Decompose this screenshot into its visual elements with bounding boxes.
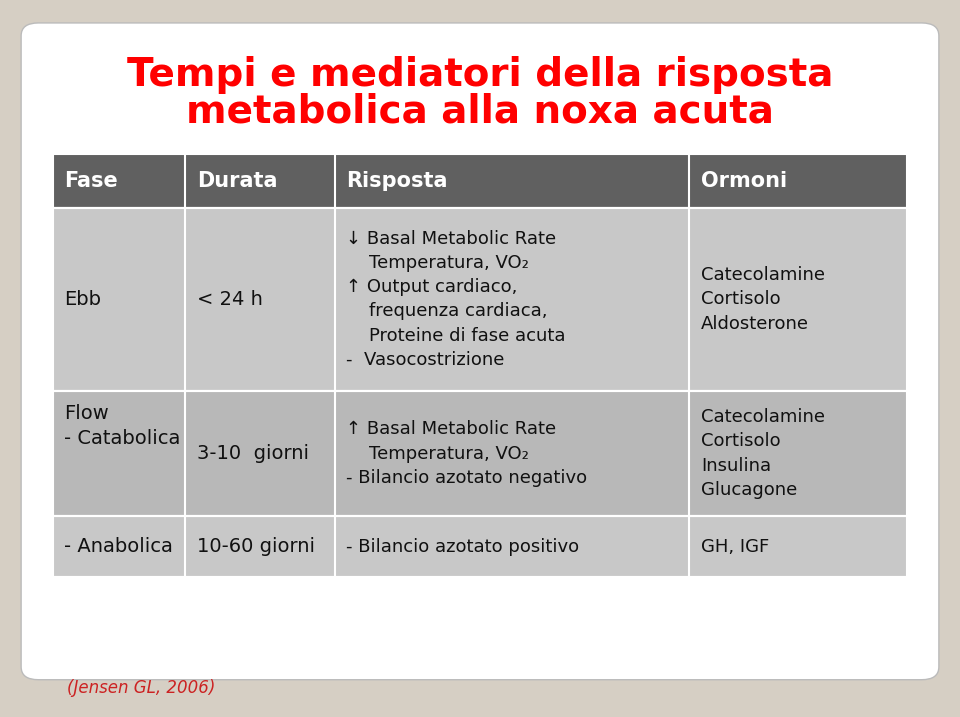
Text: ↑ Basal Metabolic Rate
    Temperatura, VO₂
- Bilancio azotato negativo: ↑ Basal Metabolic Rate Temperatura, VO₂ … bbox=[347, 420, 588, 487]
Text: (Jensen GL, 2006): (Jensen GL, 2006) bbox=[67, 679, 216, 698]
Text: - Anabolica: - Anabolica bbox=[64, 537, 173, 556]
Text: Risposta: Risposta bbox=[347, 171, 447, 191]
Text: Flow
- Catabolica: Flow - Catabolica bbox=[64, 404, 180, 448]
Text: 10-60 giorni: 10-60 giorni bbox=[197, 537, 315, 556]
Text: 3-10  giorni: 3-10 giorni bbox=[197, 444, 309, 463]
Bar bbox=[53, 391, 907, 516]
Bar bbox=[53, 208, 907, 391]
Text: Ebb: Ebb bbox=[64, 290, 102, 309]
Text: Fase: Fase bbox=[64, 171, 118, 191]
Text: - Bilancio azotato positivo: - Bilancio azotato positivo bbox=[347, 538, 580, 556]
Bar bbox=[53, 516, 907, 577]
Text: Catecolamine
Cortisolo
Aldosterone: Catecolamine Cortisolo Aldosterone bbox=[701, 266, 825, 333]
Text: GH, IGF: GH, IGF bbox=[701, 538, 769, 556]
Text: Durata: Durata bbox=[197, 171, 277, 191]
Text: Catecolamine
Cortisolo
Insulina
Glucagone: Catecolamine Cortisolo Insulina Glucagon… bbox=[701, 408, 825, 499]
Bar bbox=[53, 154, 907, 208]
Text: Ormoni: Ormoni bbox=[701, 171, 787, 191]
Text: ↓ Basal Metabolic Rate
    Temperatura, VO₂
↑ Output cardiaco,
    frequenza car: ↓ Basal Metabolic Rate Temperatura, VO₂ … bbox=[347, 229, 565, 369]
Text: Tempi e mediatori della risposta: Tempi e mediatori della risposta bbox=[127, 57, 833, 94]
Text: metabolica alla noxa acuta: metabolica alla noxa acuta bbox=[186, 92, 774, 130]
FancyBboxPatch shape bbox=[21, 23, 939, 680]
Text: < 24 h: < 24 h bbox=[197, 290, 263, 309]
